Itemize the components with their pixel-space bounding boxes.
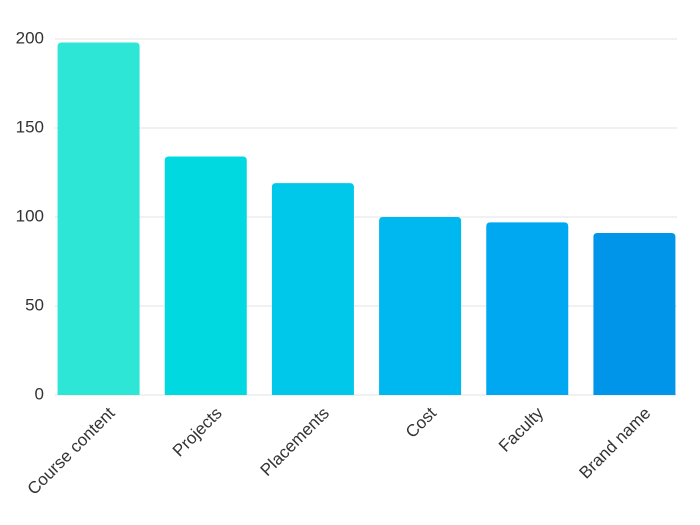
x-tick-label: Course content	[24, 403, 119, 498]
bar	[57, 42, 140, 396]
x-tick-label: Brand name	[575, 404, 654, 483]
bar	[271, 183, 354, 395]
bar	[164, 156, 247, 395]
y-tick-label: 100	[16, 206, 44, 225]
y-tick-label: 50	[25, 295, 44, 314]
y-tick-label: 0	[35, 384, 44, 403]
bar	[379, 217, 462, 395]
bar	[486, 222, 569, 395]
bar	[593, 233, 676, 395]
x-tick-label: Cost	[402, 403, 440, 441]
y-tick-label: 150	[16, 117, 44, 136]
x-tick-label: Placements	[257, 404, 333, 480]
y-tick-label: 200	[16, 28, 44, 47]
x-tick-label: Faculty	[495, 403, 548, 456]
x-tick-label: Projects	[169, 404, 226, 461]
